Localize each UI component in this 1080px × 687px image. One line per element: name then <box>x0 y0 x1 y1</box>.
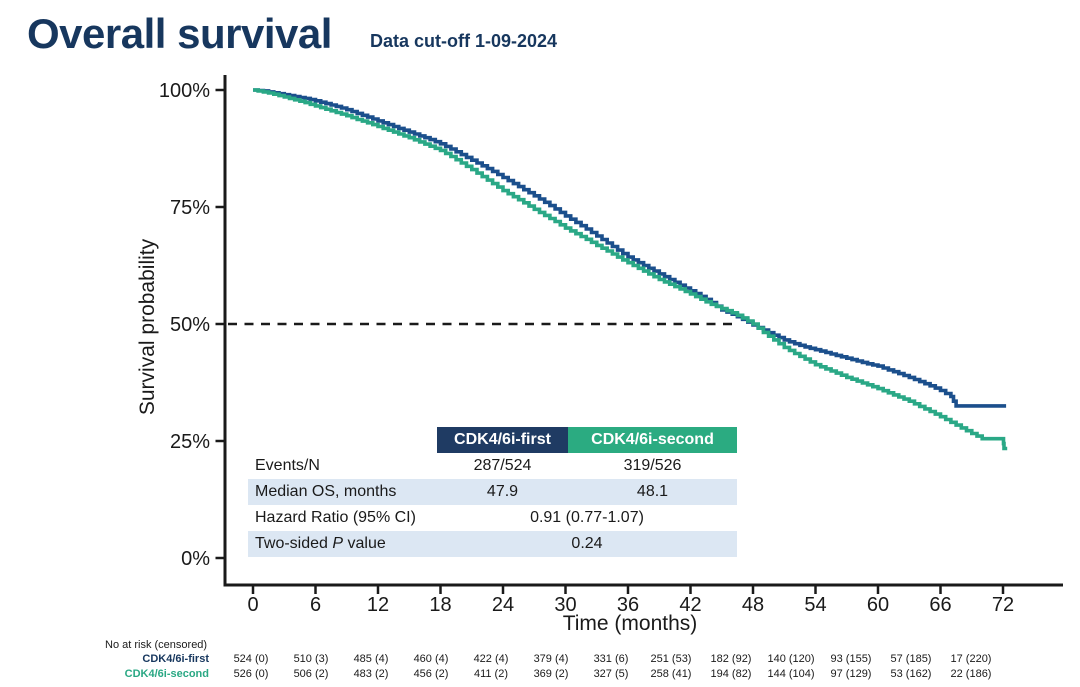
risk-row-label-first: CDK4/6i-first <box>142 653 209 665</box>
p-value: 0.24 <box>571 535 603 552</box>
legend-cdk46i-first: CDK4/6i-first <box>437 427 568 453</box>
x-tick-label: 30 <box>554 594 576 616</box>
median-os-label: Median OS, months <box>255 483 397 500</box>
risk-count: 526 (0) <box>233 668 269 680</box>
risk-count: 194 (82) <box>710 668 752 680</box>
y-tick-label: 50% <box>170 314 210 336</box>
risk-count: 140 (120) <box>767 653 815 665</box>
risk-count: 510 (3) <box>293 653 329 665</box>
risk-count: 93 (155) <box>830 653 872 665</box>
risk-count: 411 (2) <box>473 668 509 680</box>
x-tick-label: 0 <box>247 594 258 616</box>
x-tick-label: 36 <box>617 594 639 616</box>
p-value-label: Two-sided P value <box>255 535 386 552</box>
risk-count: 258 (41) <box>650 668 692 680</box>
risk-count: 327 (5) <box>593 668 629 680</box>
page-title: Overall survival <box>27 10 332 57</box>
x-tick-label: 18 <box>429 594 451 616</box>
x-tick-label: 54 <box>804 594 826 616</box>
risk-count: 485 (4) <box>353 653 389 665</box>
risk-count: 97 (129) <box>830 668 872 680</box>
risk-count: 17 (220) <box>950 653 992 665</box>
risk-count: 460 (4) <box>413 653 449 665</box>
data-cutoff-label: Data cut-off 1-09-2024 <box>370 31 558 51</box>
risk-count: 379 (4) <box>533 653 569 665</box>
events-label: Events/N <box>255 457 320 474</box>
median-os-value-first: 47.9 <box>486 483 519 500</box>
risk-row-second: 526 (0) 506 (2) 483 (2) 456 (2) 411 (2) 369 (… <box>221 668 1001 681</box>
y-tick-label: 75% <box>170 197 210 219</box>
y-tick-label: 0% <box>181 548 210 570</box>
risk-count: 456 (2) <box>413 668 449 680</box>
risk-count: 251 (53) <box>650 653 692 665</box>
risk-count: 22 (186) <box>950 668 992 680</box>
median-os-value-second: 48.1 <box>636 483 669 500</box>
y-axis-title: Survival probability <box>136 238 159 416</box>
risk-count: 53 (162) <box>890 668 932 680</box>
legend-cdk46i-second: CDK4/6i-second <box>568 427 737 453</box>
risk-count: 422 (4) <box>473 653 509 665</box>
x-axis-title: Time (months) <box>562 612 698 635</box>
risk-count: 506 (2) <box>293 668 329 680</box>
y-tick-label: 25% <box>170 431 210 453</box>
x-tick-label: 24 <box>492 594 514 616</box>
risk-row-first: 524 (0) 510 (3) 485 (4) 460 (4) 422 (4) 379 (… <box>221 653 1001 666</box>
risk-count: 57 (185) <box>890 653 932 665</box>
km-curve-cdk46i-second <box>253 88 1008 451</box>
x-tick-label: 48 <box>742 594 764 616</box>
x-tick-label: 60 <box>867 594 889 616</box>
risk-table-caption: No at risk (censored) <box>105 639 208 651</box>
risk-count: 144 (104) <box>767 668 815 680</box>
stats-row-median-os: Median OS, months 47.9 48.1 <box>248 479 737 505</box>
risk-count: 331 (6) <box>593 653 629 665</box>
events-value-first: 287/524 <box>473 457 532 474</box>
risk-count: 182 (92) <box>710 653 752 665</box>
hazard-ratio-value: 0.91 (0.77-1.07) <box>530 509 644 526</box>
x-tick-label: 66 <box>929 594 951 616</box>
hazard-ratio-label: Hazard Ratio (95% CI) <box>255 509 416 526</box>
events-value-second: 319/526 <box>623 457 682 474</box>
risk-row-label-second: CDK4/6i-second <box>124 668 209 680</box>
x-tick-label: 42 <box>679 594 701 616</box>
x-tick-label: 6 <box>310 594 321 616</box>
risk-count: 524 (0) <box>233 653 269 665</box>
x-tick-label: 72 <box>992 594 1014 616</box>
stats-header-row: CDK4/6i-first CDK4/6i-second <box>248 427 737 453</box>
risk-count: 369 (2) <box>533 668 569 680</box>
stats-row-p-value: Two-sided P value 0.24 <box>248 531 737 557</box>
km-curve-cdk46i-first <box>253 88 1007 408</box>
x-tick-label: 12 <box>367 594 389 616</box>
y-tick-label: 100% <box>159 80 210 102</box>
stats-row-events: Events/N 287/524 319/526 <box>248 453 737 479</box>
risk-count: 483 (2) <box>353 668 389 680</box>
stats-row-hazard-ratio: Hazard Ratio (95% CI) 0.91 (0.77-1.07) <box>248 505 737 531</box>
